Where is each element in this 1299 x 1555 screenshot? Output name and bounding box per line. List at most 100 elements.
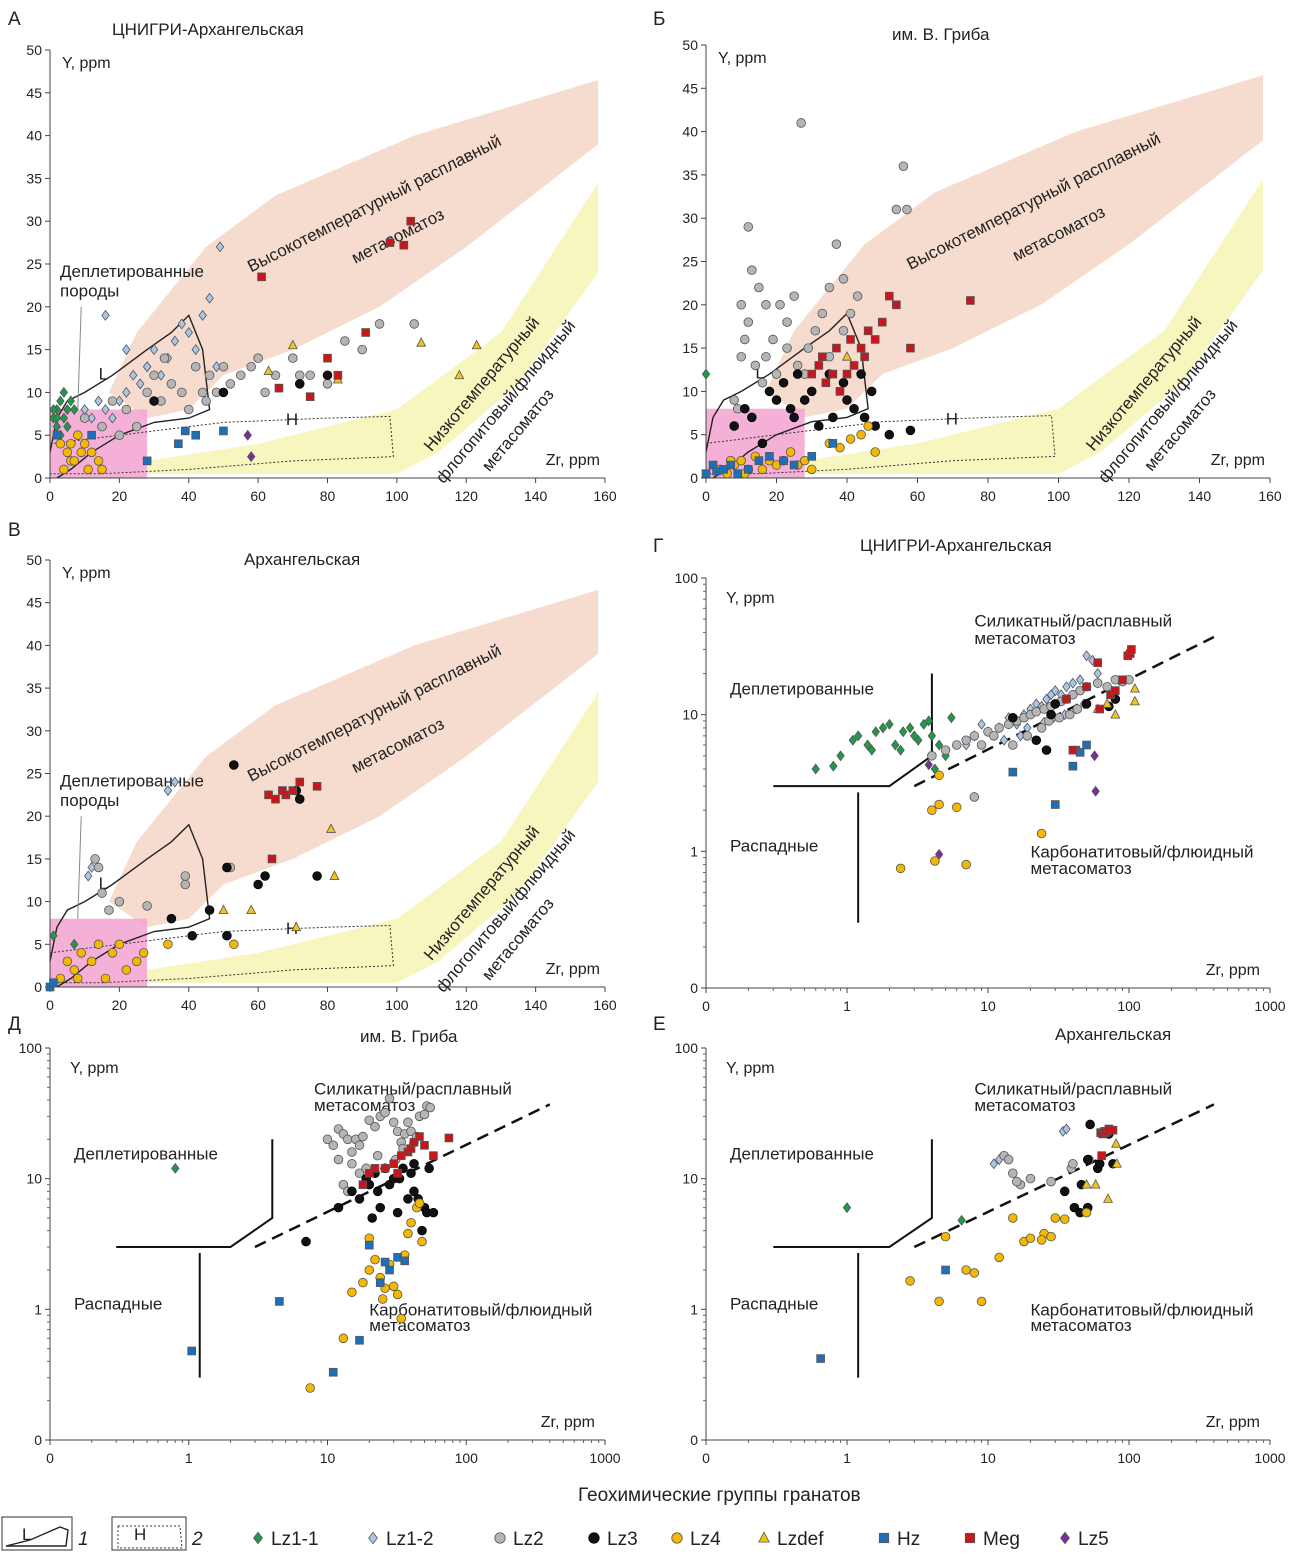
- point-lz2: [902, 204, 912, 215]
- y-axis-label: Y, ppm: [62, 565, 111, 582]
- x-tick-label: 10: [980, 1450, 996, 1466]
- point-lz4: [107, 948, 118, 958]
- x-tick-label: 100: [1117, 1450, 1141, 1466]
- x-tick-label: 80: [980, 488, 996, 504]
- point-meg: [333, 370, 343, 380]
- point-meg: [288, 786, 298, 795]
- point-meg: [295, 777, 305, 787]
- y-tick-label: 45: [26, 595, 42, 611]
- point-lz1-2: [1082, 650, 1091, 662]
- y-tick-label: 15: [682, 340, 698, 356]
- point-lz3: [222, 862, 232, 873]
- annotation-depleted: Деплетированные: [60, 771, 204, 790]
- legend-label: Lz1-1: [271, 1529, 319, 1550]
- point-lz2: [204, 370, 215, 381]
- point-hz: [789, 460, 799, 470]
- point-lz2: [1003, 719, 1014, 730]
- point-meg: [849, 361, 859, 370]
- point-lz2: [79, 413, 90, 423]
- point-lz3: [347, 1186, 357, 1197]
- y-tick-label: 100: [675, 1040, 699, 1056]
- x-tick-label: 160: [1258, 488, 1282, 504]
- point-lz2: [225, 379, 236, 389]
- point-meg: [323, 353, 332, 363]
- point-lz2: [771, 369, 782, 379]
- point-hz: [941, 1265, 950, 1275]
- point-lz2: [380, 1107, 390, 1118]
- point-lz1-1: [848, 734, 858, 746]
- point-meg: [870, 335, 880, 344]
- point-meg: [835, 387, 845, 396]
- point-lz2: [372, 1150, 383, 1161]
- point-lz1-2: [198, 309, 207, 321]
- point-lz2: [97, 888, 107, 898]
- point-meg: [380, 1164, 390, 1173]
- high-t-field: [109, 589, 599, 928]
- point-lz2: [743, 317, 754, 327]
- x-tick-label: 20: [112, 488, 128, 504]
- x-tick-label: 40: [181, 488, 197, 504]
- point-lz2: [775, 300, 785, 310]
- low-t-field: [147, 182, 599, 474]
- x-axis-label: Zr, ppm: [1206, 962, 1260, 979]
- point-lz4: [396, 1313, 407, 1324]
- point-lz1-1: [871, 726, 880, 738]
- point-lzdef: [1129, 695, 1140, 706]
- point-lz1-1: [70, 404, 79, 416]
- x-tick-label: 40: [181, 997, 197, 1013]
- point-lz4: [86, 956, 97, 967]
- point-lz3: [842, 395, 852, 405]
- point-lz2: [180, 871, 191, 881]
- point-lz3: [789, 412, 799, 423]
- point-lz2: [121, 404, 132, 415]
- point-meg: [393, 1168, 402, 1178]
- point-lz4: [934, 1296, 944, 1307]
- point-hz: [719, 465, 728, 474]
- point-lzdef: [1129, 682, 1140, 693]
- l-contour: [49, 823, 211, 988]
- x-tick-label: 1: [843, 1450, 851, 1466]
- point-lz4: [69, 965, 80, 975]
- point-hz: [375, 1278, 385, 1287]
- panel-letter: Д: [8, 1014, 21, 1035]
- point-lz4: [114, 939, 125, 950]
- point-lz4: [66, 438, 76, 449]
- x-tick-label: 10: [320, 1450, 336, 1466]
- annotation-carbonatite: Карбонатитовый/флюидный: [1030, 843, 1253, 862]
- point-lz3: [1059, 1186, 1070, 1197]
- x-axis-label: Zr, ppm: [1211, 452, 1265, 469]
- y-tick-label: 10: [26, 894, 42, 910]
- l-contour: [49, 314, 211, 479]
- point-lz2: [180, 879, 191, 890]
- point-meg: [842, 369, 852, 379]
- point-hz: [828, 439, 838, 448]
- point-lz1-2: [989, 1158, 999, 1170]
- point-lz2: [792, 360, 803, 371]
- point-lz3: [785, 403, 796, 414]
- annotation-silicate: Силикатный/расплавный: [974, 612, 1172, 631]
- x-tick-label: 0: [702, 488, 710, 504]
- point-hz: [393, 1253, 402, 1262]
- point-lz2: [1068, 1159, 1078, 1169]
- point-lz2: [190, 361, 201, 372]
- point-lz2: [93, 862, 104, 873]
- y-axis-label: Y, ppm: [726, 1060, 775, 1077]
- x-axis-label: Zr, ppm: [1206, 1414, 1260, 1431]
- legend-label: Hz: [897, 1529, 920, 1550]
- point-lz2: [940, 745, 951, 755]
- point-lz3: [799, 395, 810, 405]
- y-tick-label: 25: [682, 254, 698, 270]
- y-tick-label: 45: [26, 85, 42, 101]
- point-lz3: [312, 871, 322, 881]
- point-lz2: [260, 387, 270, 398]
- point-hz: [765, 452, 774, 461]
- legend-marker-hz: [878, 1532, 890, 1544]
- point-lz1-2: [999, 734, 1009, 746]
- annotation-decay: Распадные: [74, 1294, 162, 1313]
- point-lz1-2: [191, 344, 200, 356]
- point-lz4: [403, 1228, 413, 1239]
- x-tick-label: 20: [112, 997, 128, 1013]
- point-lz2: [782, 343, 792, 353]
- point-lz2: [338, 1179, 349, 1190]
- point-hz: [1082, 740, 1091, 750]
